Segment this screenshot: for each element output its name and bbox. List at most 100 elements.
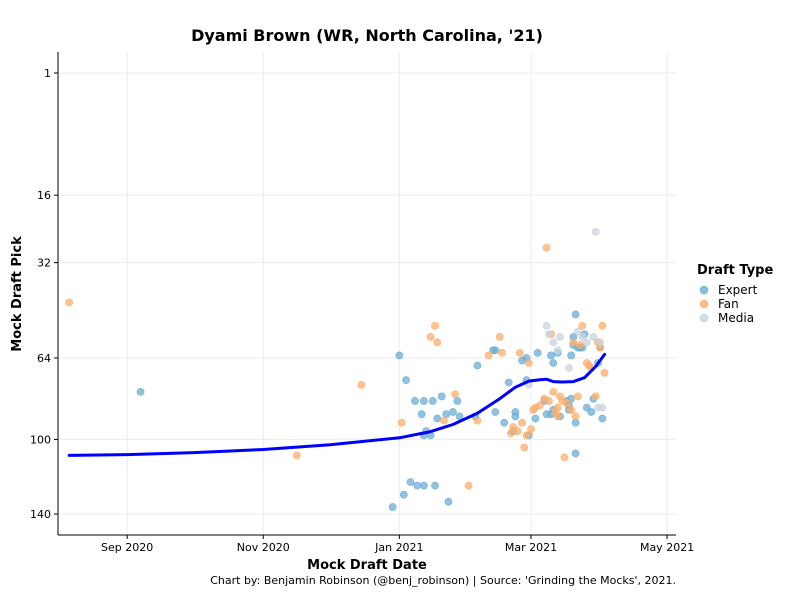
y-tick-label: 140 — [30, 508, 51, 521]
data-point — [596, 338, 605, 347]
data-point — [569, 338, 578, 347]
data-point — [433, 414, 442, 423]
data-point — [428, 397, 437, 405]
data-point — [491, 346, 500, 355]
data-point — [531, 414, 540, 423]
data-point — [562, 399, 571, 408]
data-point — [598, 321, 607, 330]
data-point — [542, 321, 551, 330]
data-point — [504, 378, 513, 387]
data-point — [357, 380, 366, 389]
data-point — [473, 416, 482, 425]
data-point — [402, 376, 410, 385]
data-point — [453, 397, 462, 405]
data-point — [544, 330, 553, 339]
series-fan — [65, 243, 609, 490]
data-point — [495, 333, 504, 341]
data-point — [582, 338, 591, 347]
x-tick-label: Nov 2020 — [237, 541, 290, 554]
y-tick-label: 64 — [37, 352, 51, 365]
data-point — [578, 321, 587, 330]
legend-swatch — [699, 299, 709, 309]
data-point — [65, 298, 74, 307]
legend-swatch — [699, 285, 709, 295]
data-point — [388, 503, 397, 511]
data-point — [395, 351, 404, 360]
data-point — [413, 481, 422, 490]
data-point — [464, 481, 473, 490]
data-point — [448, 408, 457, 416]
data-point — [589, 333, 598, 341]
legend-title: Draft Type — [697, 263, 773, 278]
data-point — [520, 443, 529, 452]
data-point — [578, 333, 587, 341]
data-point — [417, 410, 426, 419]
series-expert — [136, 310, 607, 511]
x-axis-title: Mock Draft Date — [307, 558, 427, 573]
data-point — [440, 416, 448, 425]
data-point — [567, 405, 576, 414]
data-point — [553, 346, 562, 355]
data-point — [549, 359, 558, 367]
data-point — [600, 369, 609, 377]
data-point — [536, 401, 544, 410]
data-point — [533, 348, 542, 357]
data-point — [591, 392, 600, 401]
data-point — [484, 351, 493, 360]
data-point — [573, 392, 582, 401]
data-point — [419, 397, 428, 405]
series-media — [524, 227, 607, 412]
data-point — [524, 359, 533, 367]
x-ticks: Sep 2020 Nov 2020 Jan 2021 Mar 2021 May 2021 — [101, 535, 694, 554]
data-point — [433, 338, 442, 347]
data-point — [431, 481, 439, 490]
data-point — [444, 497, 453, 506]
data-point — [576, 341, 584, 349]
data-point — [511, 408, 520, 416]
data-point — [411, 397, 419, 405]
legend-label: Media — [718, 311, 754, 325]
data-point — [549, 387, 558, 396]
data-point — [598, 414, 607, 423]
data-point — [419, 481, 428, 490]
data-point — [553, 403, 562, 412]
axes — [57, 52, 676, 536]
data-points — [65, 227, 609, 511]
data-point — [560, 453, 569, 462]
data-point — [473, 361, 482, 370]
data-point — [431, 321, 439, 330]
chart-title: Dyami Brown (WR, North Carolina, '21) — [191, 26, 543, 45]
grid — [58, 52, 676, 535]
data-point — [547, 351, 555, 360]
chart-caption: Chart by: Benjamin Robinson (@benj_robin… — [210, 574, 676, 587]
x-tick-label: Jan 2021 — [374, 541, 423, 554]
data-point — [571, 412, 580, 421]
data-point — [292, 451, 301, 460]
x-tick-label: Mar 2021 — [505, 541, 557, 554]
data-point — [491, 408, 500, 416]
data-point — [451, 390, 460, 399]
data-point — [553, 412, 562, 421]
x-tick-label: May 2021 — [640, 541, 694, 554]
data-point — [587, 408, 596, 416]
data-point — [598, 403, 607, 412]
y-tick-label: 32 — [37, 257, 51, 270]
y-tick-label: 1 — [44, 67, 51, 80]
data-point — [591, 227, 600, 236]
data-point — [399, 490, 408, 499]
legend-label: Fan — [718, 297, 739, 311]
data-point — [571, 449, 580, 458]
y-axis-title: Mock Draft Pick — [10, 236, 25, 352]
data-point — [426, 333, 435, 341]
data-point — [397, 418, 406, 427]
data-point — [571, 310, 580, 319]
trend-line — [67, 352, 607, 457]
y-tick-label: 16 — [37, 189, 51, 202]
y-tick-label: 100 — [30, 433, 51, 446]
data-point — [406, 478, 415, 486]
legend-label: Expert — [718, 283, 758, 297]
data-point — [542, 243, 551, 252]
data-point — [549, 338, 558, 347]
data-point — [556, 333, 564, 341]
